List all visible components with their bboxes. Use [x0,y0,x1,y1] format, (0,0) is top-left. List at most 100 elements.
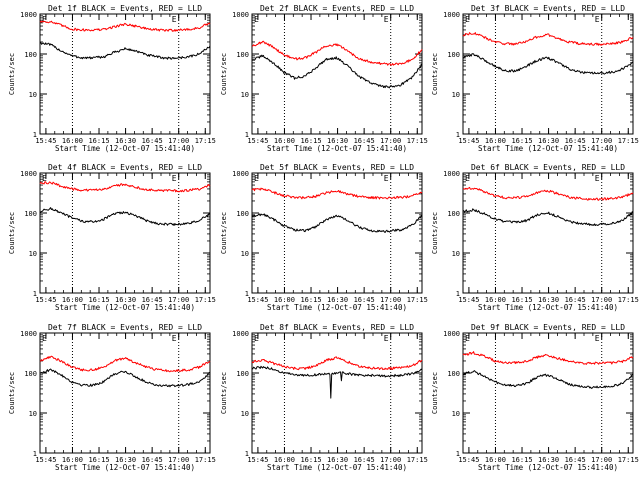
series-events-line [462,53,634,75]
marker-letter: E [465,334,470,343]
x-tick-label: 17:15 [195,137,216,145]
y-tick-label: 1 [245,290,249,298]
series-lld-line [251,40,423,66]
y-tick-label: 1000 [20,170,37,178]
y-axis-label: Counts/sec [220,212,228,254]
x-tick-label: 16:30 [538,137,559,145]
x-tick-label: 16:15 [88,456,109,464]
y-tick-label: 1 [33,450,37,458]
x-tick-label: 16:00 [485,296,506,304]
x-tick-label: 17:15 [618,137,639,145]
x-tick-label: 17:00 [591,296,612,304]
x-tick-label: 17:15 [618,296,639,304]
y-tick-label: 1 [33,131,37,139]
series-lld-line [462,32,634,46]
marker-letter: E [172,174,177,183]
x-tick-label: 16:45 [142,456,163,464]
plot-title: Det 5f BLACK = Events, RED = LLD [260,163,414,172]
marker-letter: E [172,334,177,343]
x-tick-label: 16:00 [274,137,295,145]
x-tick-label: 17:15 [407,296,428,304]
y-tick-label: 1000 [232,330,249,338]
marker-letter: E [465,174,470,183]
x-tick-label: 16:00 [62,456,83,464]
x-axis-label: Start Time (12-Oct-07 15:41:40) [478,463,618,472]
plot-frame [462,172,634,294]
y-axis-label: Counts/sec [8,372,16,414]
series-events-line [251,365,423,399]
x-tick-label: 16:45 [354,137,375,145]
plot-panel-det-8: Det 8f BLACK = Events, RED = LLD 1 10 100 10… [220,323,428,472]
y-tick-label: 1000 [443,170,460,178]
x-tick-label: 17:15 [195,456,216,464]
x-axis-label: Start Time (12-Oct-07 15:41:40) [55,144,195,153]
x-axis-label: Start Time (12-Oct-07 15:41:40) [267,303,407,312]
x-tick-label: 15:45 [458,137,479,145]
y-tick-label: 100 [236,210,249,218]
x-tick-label: 17:15 [407,137,428,145]
y-tick-label: 100 [236,370,249,378]
y-tick-label: 10 [29,91,37,99]
y-tick-label: 10 [29,250,37,258]
x-tick-label: 16:30 [115,137,136,145]
y-axis-label: Counts/sec [220,53,228,95]
x-tick-label: 16:45 [565,456,586,464]
plot-panel-det-4: Det 4f BLACK = Events, RED = LLD 1 10 100 10… [8,163,216,312]
x-tick-label: 17:00 [380,456,401,464]
y-tick-label: 1000 [20,330,37,338]
plot-frame [39,332,211,454]
plot-title: Det 8f BLACK = Events, RED = LLD [260,323,414,332]
y-tick-label: 10 [241,410,249,418]
x-tick-label: 15:45 [35,296,56,304]
plot-frame [251,332,423,454]
plot-panel-det-2: Det 2f BLACK = Events, RED = LLD 1 10 100 10… [220,4,428,153]
x-axis-label: Start Time (12-Oct-07 15:41:40) [55,463,195,472]
x-tick-label: 17:00 [168,456,189,464]
marker-letter: E [384,174,389,183]
plot-frame [39,13,211,135]
marker-letter: E [384,15,389,24]
y-tick-label: 1 [245,450,249,458]
series-lld-line [39,355,211,373]
plot-title: Det 1f BLACK = Events, RED = LLD [48,4,202,13]
marker-letter: E [465,15,470,24]
x-tick-label: 16:00 [274,296,295,304]
x-tick-label: 16:00 [62,296,83,304]
plot-panel-det-9: Det 9f BLACK = Events, RED = LLD 1 10 100 10… [431,323,639,472]
marker-letter: E [42,174,47,183]
x-tick-label: 16:30 [538,456,559,464]
y-axis-label: Counts/sec [431,372,439,414]
x-tick-label: 15:45 [247,456,268,464]
plot-panel-det-5: Det 5f BLACK = Events, RED = LLD 1 10 100 10… [220,163,428,312]
series-lld-line [251,356,423,371]
x-tick-label: 16:15 [511,296,532,304]
plot-frame [462,332,634,454]
series-events-line [251,54,423,89]
x-tick-label: 15:45 [247,296,268,304]
y-tick-label: 1000 [232,170,249,178]
x-tick-label: 16:15 [300,456,321,464]
x-axis-label: Start Time (12-Oct-07 15:41:40) [267,463,407,472]
plot-title: Det 4f BLACK = Events, RED = LLD [48,163,202,172]
marker-letter: E [254,15,259,24]
series-lld-line [462,351,634,365]
x-tick-label: 16:15 [88,296,109,304]
y-tick-label: 100 [447,210,460,218]
x-tick-label: 15:45 [458,456,479,464]
series-lld-line [39,181,211,193]
x-tick-label: 16:45 [354,296,375,304]
x-axis-label: Start Time (12-Oct-07 15:41:40) [267,144,407,153]
x-tick-label: 17:15 [407,456,428,464]
plot-panel-det-3: Det 3f BLACK = Events, RED = LLD 1 10 100 10… [431,4,639,153]
x-tick-label: 15:45 [247,137,268,145]
series-events-line [39,368,211,388]
x-tick-label: 15:45 [35,137,56,145]
x-tick-label: 16:45 [142,137,163,145]
x-tick-label: 17:15 [195,296,216,304]
y-tick-label: 1 [33,290,37,298]
marker-letter: E [384,334,389,343]
marker-letter: E [595,174,600,183]
series-events-line [462,370,634,389]
x-tick-label: 15:45 [458,296,479,304]
plot-title: Det 3f BLACK = Events, RED = LLD [471,4,625,13]
